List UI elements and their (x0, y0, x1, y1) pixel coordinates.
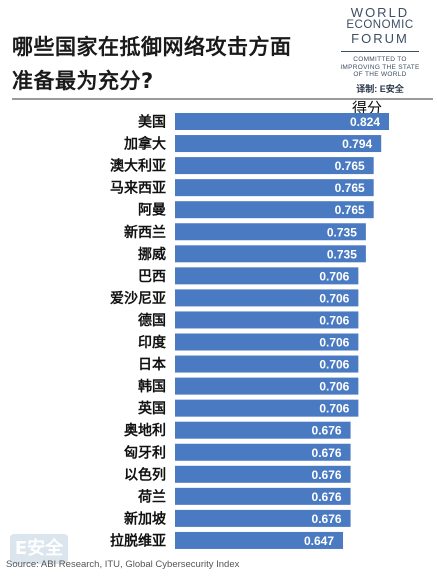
chart-title: 哪些国家在抵御网络攻击方面 准备最为充分? (12, 30, 292, 98)
category-label: 巴西 (138, 269, 166, 285)
category-label: 澳大利亚 (110, 158, 166, 175)
category-label: 马来西亚 (110, 181, 166, 197)
brand-line-3: FORUM (351, 31, 409, 46)
value-label: 0.706 (319, 269, 349, 283)
category-label: 荷兰 (137, 488, 166, 505)
bar (175, 355, 359, 373)
value-label: 0.706 (319, 313, 349, 327)
title-line-1: 哪些国家在抵御网络攻击方面 (12, 35, 292, 59)
value-label: 0.706 (319, 380, 349, 394)
value-label: 0.765 (335, 159, 365, 173)
value-label: 0.765 (335, 203, 365, 217)
category-label: 德国 (138, 312, 166, 329)
category-label: 美国 (138, 114, 166, 131)
value-label: 0.794 (342, 137, 372, 151)
bar (175, 509, 351, 527)
bar (175, 135, 382, 153)
category-label: 爱沙尼亚 (110, 291, 166, 307)
bar (175, 289, 359, 307)
bar (175, 179, 374, 197)
bar (175, 377, 359, 395)
category-label: 挪威 (138, 246, 166, 263)
brand-tagline-2: IMPROVING THE STATE (340, 63, 420, 71)
category-label: 匈牙利 (124, 444, 166, 461)
watermark-logo: E安全 (10, 534, 68, 564)
value-label: 0.676 (312, 512, 342, 526)
bar (175, 487, 351, 505)
bar (175, 201, 374, 219)
bar (175, 421, 351, 439)
translator-credit: 译制: E安全 (356, 83, 404, 94)
value-label: 0.706 (319, 291, 349, 305)
bar (175, 333, 359, 351)
brand-line-1: WORLD (350, 5, 410, 20)
category-label: 加拿大 (123, 136, 166, 153)
brand-rule (341, 51, 419, 52)
value-label: 0.706 (319, 402, 349, 416)
value-label: 0.706 (319, 336, 349, 350)
bar (175, 465, 351, 483)
category-label: 韩国 (138, 378, 166, 395)
brand-line-2: ECONOMIC (346, 19, 414, 31)
title-separator (12, 98, 433, 100)
value-label: 0.647 (304, 534, 334, 548)
bar (175, 223, 366, 241)
category-label: 以色列 (124, 466, 166, 483)
value-label: 0.735 (327, 247, 357, 261)
brand-tagline-3: OF THE WORLD (353, 71, 407, 78)
category-label: 新加坡 (124, 510, 167, 527)
title-line-2: 准备最为充分? (12, 69, 154, 93)
bar (175, 245, 366, 263)
category-label: 新西兰 (124, 224, 166, 241)
bar (175, 267, 359, 285)
bar (175, 443, 351, 461)
wef-logo: WORLD ECONOMIC FORUM COMMITTED TO IMPROV… (332, 6, 428, 95)
category-label: 英国 (137, 400, 166, 417)
bar (175, 311, 359, 329)
bar (175, 531, 344, 549)
value-label: 0.706 (319, 358, 349, 372)
category-label: 印度 (138, 334, 167, 351)
score-header: 得分 (352, 99, 383, 117)
source-note: Source: ABI Research, ITU, Global Cybers… (6, 559, 240, 570)
category-label: 阿曼 (138, 203, 166, 219)
bar (175, 157, 374, 175)
bar (175, 399, 359, 417)
value-label: 0.676 (312, 468, 342, 482)
value-label: 0.676 (312, 424, 342, 438)
category-label: 奥地利 (124, 422, 166, 439)
category-label: 拉脱维亚 (110, 532, 166, 549)
brand-tagline-1: COMMITTED TO (353, 56, 407, 63)
value-label: 0.765 (335, 181, 365, 195)
bar (175, 113, 389, 130)
value-label: 0.735 (327, 225, 357, 239)
value-label: 0.676 (312, 490, 342, 504)
value-label: 0.824 (350, 115, 380, 129)
category-label: 日本 (138, 356, 167, 373)
value-label: 0.676 (312, 446, 342, 460)
